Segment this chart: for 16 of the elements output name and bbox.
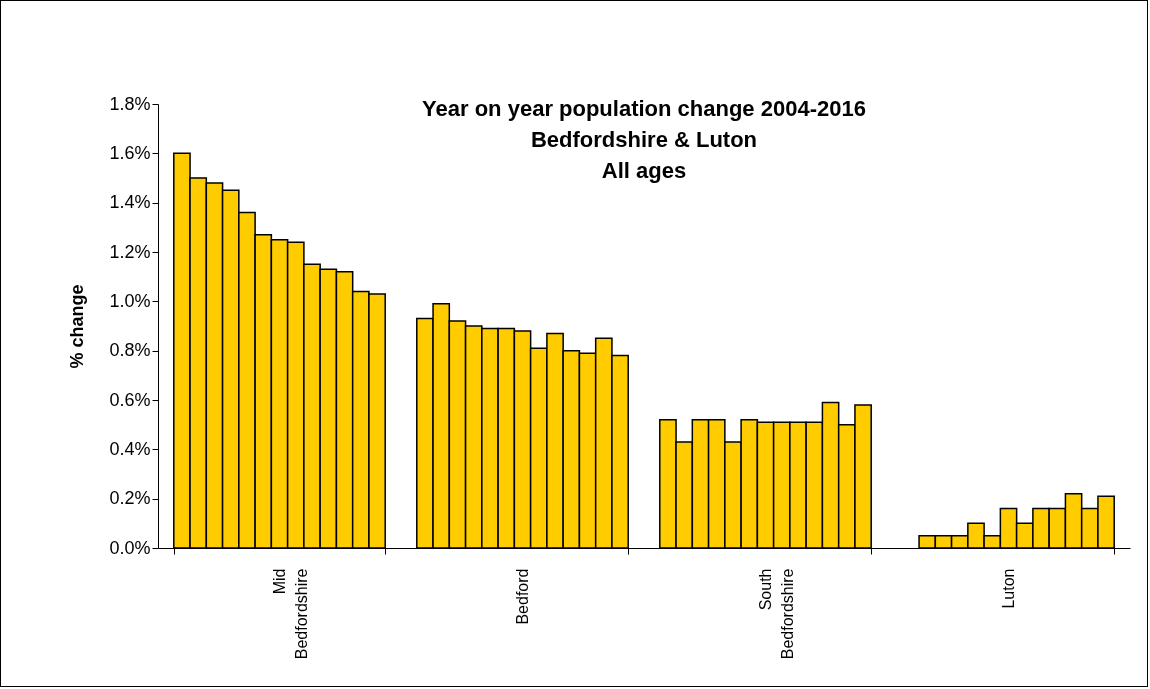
- y-tick-label: 1.0%: [109, 290, 151, 311]
- y-tick-label: 0.4%: [109, 438, 151, 459]
- x-tick-label: South Bedfordshire: [757, 568, 796, 660]
- y-tick-label: 1.4%: [109, 192, 151, 213]
- y-tick-label: 1.6%: [109, 142, 151, 163]
- y-tick-label: 0.8%: [109, 340, 151, 361]
- x-tick-label: Mid Bedfordshire: [271, 568, 310, 660]
- y-tick-label: 0.0%: [109, 537, 151, 558]
- x-tick-label: Luton: [1000, 568, 1017, 609]
- x-tick-label: Bedford: [514, 568, 531, 625]
- y-tick-label: 0.2%: [109, 488, 151, 509]
- y-tick-label: 1.8%: [109, 93, 151, 114]
- y-tick-label: 1.2%: [109, 241, 151, 262]
- y-tick-label: 0.6%: [109, 389, 151, 410]
- text: Year on year population change 2004-2016 Bedfordshire & Luton All ages: [422, 96, 866, 183]
- y-axis-title: % change: [67, 284, 88, 369]
